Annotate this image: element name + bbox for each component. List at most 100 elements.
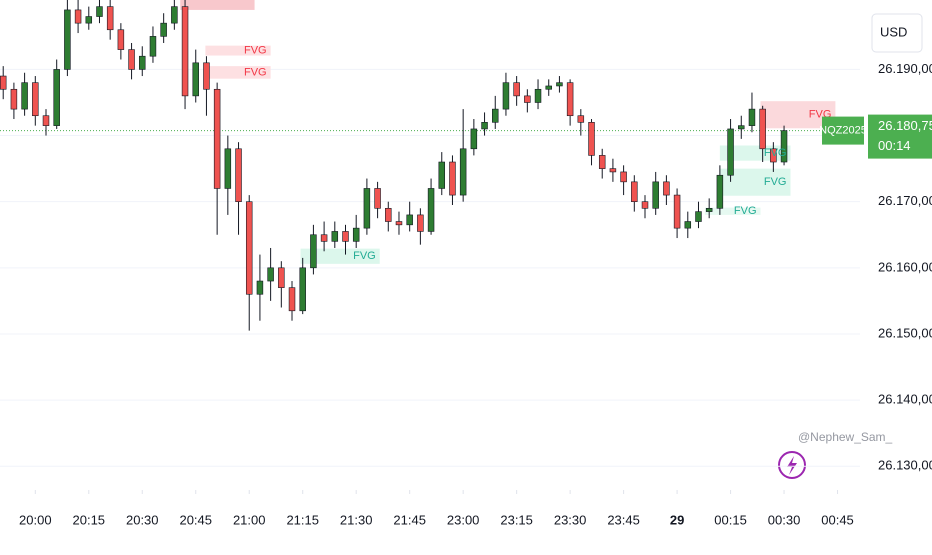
y-tick-label: 26.160,00 [878, 259, 932, 274]
x-tick-label: 20:00 [19, 512, 52, 527]
candle-body [139, 55, 146, 70]
candle-body [588, 122, 595, 156]
candle-body [502, 82, 510, 110]
candle-body [352, 227, 360, 242]
fvg-zone [205, 45, 271, 56]
candle-body [716, 174, 724, 209]
candle-body [85, 16, 93, 24]
candle-body [245, 201, 253, 295]
candle-body [299, 267, 306, 312]
logo [778, 451, 806, 479]
candle-body [663, 181, 670, 196]
currency-button[interactable] [871, 13, 923, 53]
candle-body [42, 115, 50, 126]
candle-body [74, 9, 82, 24]
x-tick-label: 29 [670, 512, 684, 527]
y-tick-label: 26.130,00 [878, 458, 932, 473]
candle-body [770, 148, 777, 163]
candle-body [160, 22, 167, 37]
candle-body [171, 6, 178, 24]
candle-body [406, 214, 413, 226]
x-tick-label: 20:15 [73, 512, 106, 527]
x-tick-label: 00:15 [714, 512, 747, 527]
candle-body [705, 207, 713, 212]
fvg-zone [704, 207, 761, 215]
fvg-label: FVG [244, 44, 267, 56]
candle-body [470, 128, 478, 150]
candle-body [310, 234, 317, 269]
x-tick-label: 23:00 [447, 512, 480, 527]
fvg-label: FVG [764, 147, 787, 159]
candle-body [727, 128, 734, 176]
candle-body [556, 82, 563, 87]
candle-body [106, 6, 114, 31]
fvg-zone [205, 66, 271, 79]
candle-body [427, 188, 435, 232]
candle-body [577, 115, 585, 123]
candle-body [64, 9, 71, 70]
candle-body [748, 108, 756, 126]
candle-body [641, 201, 649, 209]
y-tick-label: 26.150,00 [878, 325, 932, 340]
candle-body [213, 88, 221, 189]
candle-body [192, 62, 199, 97]
candle-body [128, 49, 135, 70]
candle-body [10, 88, 18, 110]
candle-body [278, 267, 285, 288]
x-tick-label: 20:30 [126, 512, 159, 527]
candle-body [385, 207, 392, 222]
x-tick-label: 21:30 [340, 512, 373, 527]
candle-body [0, 75, 7, 90]
candle-body [53, 69, 60, 126]
candle-body [374, 188, 381, 209]
candle-body [759, 108, 766, 150]
x-tick-label: 00:45 [821, 512, 854, 527]
candle-body [267, 267, 274, 282]
fvg-zone [300, 248, 380, 264]
candle-body [598, 155, 606, 169]
candle-body [203, 62, 210, 90]
candle-body [673, 194, 681, 229]
last-price-label: 26.180,75 [878, 118, 932, 133]
candle-body [224, 148, 232, 189]
candle-body [459, 148, 467, 196]
x-tick-label: 21:15 [286, 512, 319, 527]
candle-body [363, 188, 371, 229]
candle-body [342, 231, 349, 242]
candle-body [609, 168, 617, 173]
x-tick-label: 21:00 [233, 512, 266, 527]
candle-body [331, 231, 339, 242]
candle-body [695, 211, 702, 222]
candle-body [256, 280, 264, 295]
candle-body [545, 85, 552, 90]
candle-body [738, 125, 745, 130]
candle-body [620, 171, 627, 183]
candle-body [438, 161, 446, 189]
candle-body [32, 82, 39, 117]
candle-body [566, 82, 574, 117]
y-tick-label: 26.140,00 [878, 392, 932, 407]
countdown: 00:14 [878, 138, 911, 153]
candle-body [631, 181, 638, 202]
fvg-label: FVG [244, 66, 267, 78]
candle-body [96, 6, 103, 17]
candle-body [395, 221, 403, 226]
candle-body [417, 214, 424, 232]
currency[interactable]: USD [880, 24, 907, 39]
x-tick-label: 23:15 [500, 512, 533, 527]
x-tick-label: 21:45 [393, 512, 426, 527]
fvg-zone [180, 0, 255, 10]
candle-body [524, 95, 531, 103]
price-box [868, 114, 932, 159]
candle-body [684, 221, 692, 229]
fvg-label: FVG [353, 250, 376, 262]
candle-body [449, 161, 456, 196]
y-tick-label: 26.190,00 [878, 61, 932, 76]
candle-body [288, 287, 296, 312]
candle-body [320, 234, 328, 242]
logo-bolt [787, 456, 797, 475]
fvg-label: FVG [734, 205, 757, 217]
fvg-label: FVG [764, 176, 787, 188]
